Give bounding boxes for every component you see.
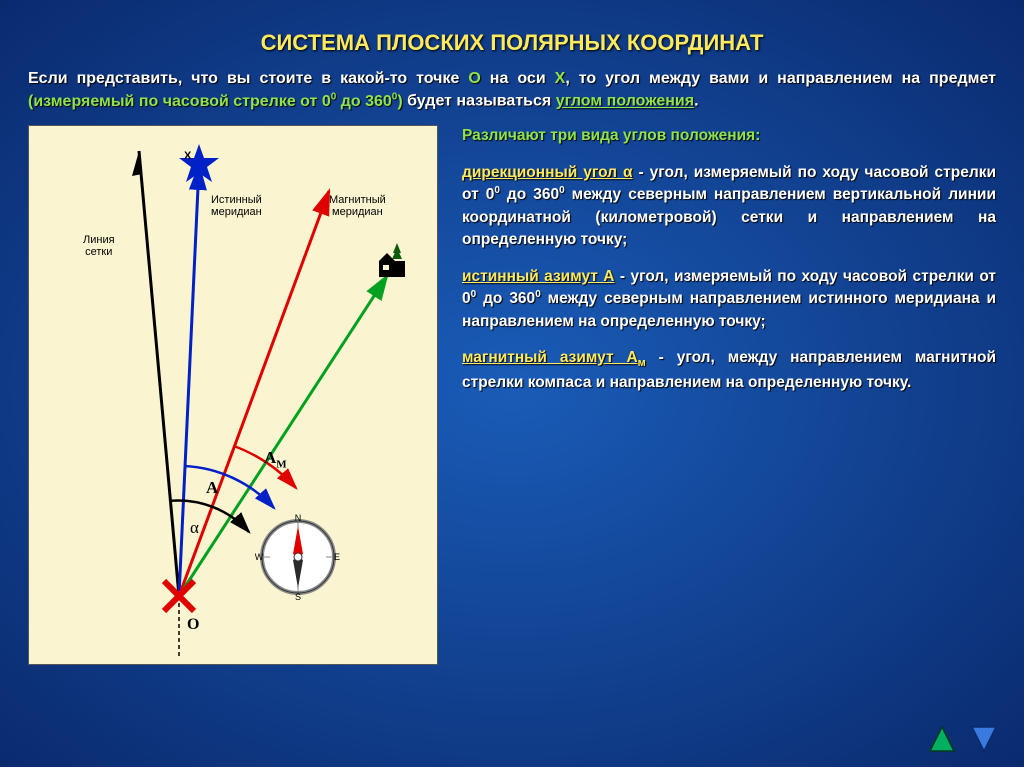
svg-text:E: E: [334, 552, 340, 562]
intro-paragraph: Если представить, что вы стоите в какой-…: [0, 68, 1024, 125]
grid-line: [139, 151, 179, 596]
label-alpha: α: [190, 518, 199, 538]
svg-text:S: S: [295, 592, 301, 600]
definitions-heading: Различают три вида углов положения:: [462, 125, 996, 147]
nav-next-icon[interactable]: [968, 723, 1000, 755]
svg-text:N: N: [295, 514, 302, 523]
landmark-icon: [379, 243, 405, 277]
intro-axis-X: X: [555, 70, 566, 87]
intro-text: будет называться: [403, 93, 556, 110]
intro-text: Если представить, что вы стоите в какой-…: [28, 70, 468, 87]
label-Am: АМ: [264, 448, 287, 470]
label-x: X: [184, 150, 191, 162]
intro-term: углом положения: [556, 93, 694, 110]
intro-text: на оси: [481, 70, 555, 87]
def-true-azimuth: истинный азимут А - угол, измеряемый по …: [462, 266, 996, 334]
intro-text: , то угол между вами и направлением на п…: [565, 70, 996, 87]
def-magnetic-azimuth: магнитный азимут Ам - угол, между направ…: [462, 347, 996, 395]
page-title: СИСТЕМА ПЛОСКИХ ПОЛЯРНЫХ КООРДИНАТ: [0, 0, 1024, 68]
polar-diagram: N S E W X Линия сетки Истинный меридиан …: [28, 125, 438, 665]
label-magnetic-meridian: Магнитный меридиан: [329, 194, 386, 218]
label-true-meridian: Истинный меридиан: [211, 194, 262, 218]
compass-icon: N S E W: [255, 514, 341, 600]
intro-paren: (измеряемый по часовой стрелке от 00 до …: [28, 93, 403, 110]
label-A: А: [206, 478, 218, 498]
def-directional-angle: дирекционный угол α - угол, измеряемый п…: [462, 162, 996, 252]
nav-prev-icon[interactable]: [926, 723, 958, 755]
definitions-column: Различают три вида углов положения: дире…: [462, 125, 996, 665]
label-grid-line: Линия сетки: [83, 234, 115, 258]
svg-text:W: W: [255, 552, 264, 562]
intro-point-O: О: [468, 70, 480, 87]
label-origin-O: О: [187, 616, 199, 634]
nav-arrows: [926, 723, 1000, 755]
